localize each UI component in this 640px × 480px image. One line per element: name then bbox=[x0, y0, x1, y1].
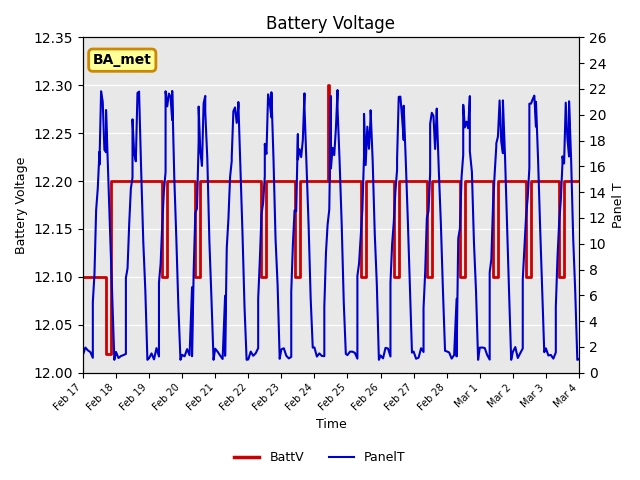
X-axis label: Time: Time bbox=[316, 419, 346, 432]
Title: Battery Voltage: Battery Voltage bbox=[266, 15, 396, 33]
Text: BA_met: BA_met bbox=[93, 53, 152, 67]
Y-axis label: Panel T: Panel T bbox=[612, 182, 625, 228]
Y-axis label: Battery Voltage: Battery Voltage bbox=[15, 156, 28, 254]
Legend: BattV, PanelT: BattV, PanelT bbox=[229, 446, 411, 469]
